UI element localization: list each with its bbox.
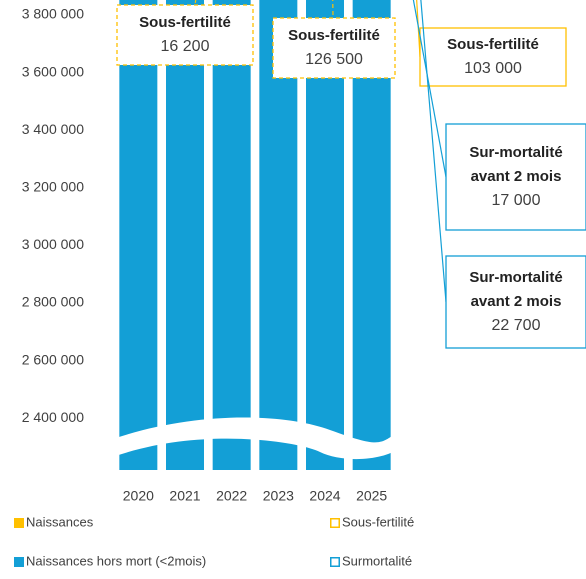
- legend-label: Naissances: [26, 514, 94, 529]
- annotation-box: [419, 27, 567, 87]
- legend-swatch: [14, 557, 24, 567]
- annotation-title: Sous-fertilité: [447, 36, 539, 53]
- annotation-value: 17 000: [492, 192, 541, 209]
- annotation-box: [272, 17, 396, 79]
- legend-label: Surmortalité: [342, 553, 412, 568]
- y-tick-label: 2 800 000: [22, 294, 84, 310]
- leader-line: [420, 0, 447, 303]
- leader-line: [412, 0, 447, 178]
- x-tick-label: 2022: [216, 488, 247, 504]
- bar-segment: [166, 0, 204, 470]
- legend-label: Naissances hors mort (<2mois): [26, 553, 206, 568]
- x-tick-label: 2020: [123, 488, 154, 504]
- annotation-box: [445, 123, 586, 231]
- annotation-value: 22 700: [492, 317, 541, 334]
- legend-swatch: [330, 518, 340, 528]
- y-tick-label: 3 200 000: [22, 178, 84, 194]
- annotation-value: 126 500: [305, 51, 363, 68]
- annotation-box: [445, 255, 586, 349]
- legend-swatch: [330, 557, 340, 567]
- annotation-title: Sur-mortalité: [469, 144, 562, 161]
- y-tick-label: 3 400 000: [22, 121, 84, 137]
- y-tick-label: 2 600 000: [22, 351, 84, 367]
- y-tick-label: 3 800 000: [22, 6, 84, 22]
- annotation-title: Sous-fertilité: [139, 14, 231, 31]
- x-tick-label: 2023: [263, 488, 294, 504]
- bar-segment: [212, 0, 251, 470]
- legend-swatch: [14, 518, 24, 528]
- bar-segment: [119, 0, 158, 470]
- x-tick-label: 2024: [309, 488, 340, 504]
- legend-label: Sous-fertilité: [342, 514, 414, 529]
- annotation-title: avant 2 mois: [471, 168, 562, 185]
- x-tick-label: 2021: [169, 488, 200, 504]
- annotation-title: avant 2 mois: [471, 293, 562, 310]
- annotation-box: [116, 4, 254, 66]
- annotation-value: 16 200: [161, 38, 210, 55]
- x-tick-label: 2025: [356, 488, 387, 504]
- y-tick-label: 3 000 000: [22, 236, 84, 252]
- axis-break: [110, 417, 400, 460]
- annotation-value: 103 000: [464, 60, 522, 77]
- bar-segment: [259, 0, 298, 470]
- y-tick-label: 3 600 000: [22, 63, 84, 79]
- y-tick-label: 2 400 000: [22, 409, 84, 425]
- annotation-title: Sur-mortalité: [469, 269, 562, 286]
- annotation-title: Sous-fertilité: [288, 27, 380, 44]
